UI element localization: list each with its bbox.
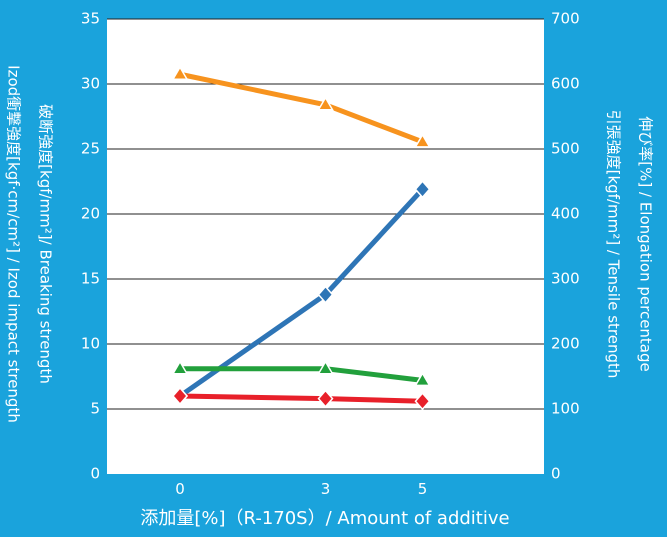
right-axis-ticks: 0 100 200 300 400 500 600 700 (551, 10, 580, 483)
right-axis-title-outer: 伸び率[%] / Elongation percentage (637, 116, 655, 371)
x-tick-label: 3 (321, 480, 331, 498)
left-tick-label: 20 (81, 205, 100, 223)
right-tick-label: 300 (551, 270, 580, 288)
grid (107, 18, 544, 410)
left-tick-label: 15 (81, 270, 100, 288)
left-axis-title-inner: 破断強度[kgf/mm²]/ Breaking strength (37, 104, 55, 384)
data-point (414, 133, 431, 148)
data-point (317, 389, 334, 408)
right-tick-label: 600 (551, 75, 580, 93)
x-axis-title: 添加量[%]（R-170S）/ Amount of additive (140, 508, 509, 529)
right-axis-title-outer-group: 伸び率[%] / Elongation percentage (637, 116, 655, 371)
x-tick-label: 5 (418, 480, 428, 498)
right-axis-title-inner-group: 引張強度[kgf/mm²] / Tensile strength (605, 110, 623, 379)
right-tick-label: 0 (551, 465, 561, 483)
left-tick-label: 10 (81, 335, 100, 353)
data-point (172, 386, 188, 406)
left-tick-label: 30 (81, 75, 100, 93)
data-point (317, 360, 334, 375)
left-axis-ticks: 0 5 10 15 20 25 30 35 (81, 10, 100, 483)
left-tick-label: 35 (81, 10, 100, 28)
data-point (414, 371, 431, 387)
left-axis-title-outer: Izod衝撃強度[kgf·cm/cm²] / Izod impact stren… (5, 65, 23, 423)
data-point (414, 180, 431, 199)
left-axis-title-outer-group: Izod衝撃強度[kgf·cm/cm²] / Izod impact stren… (5, 65, 23, 423)
x-tick-label: 0 (175, 480, 185, 498)
data-point (317, 285, 334, 304)
right-tick-label: 200 (551, 335, 580, 353)
left-tick-label: 0 (90, 465, 100, 483)
right-tick-label: 500 (551, 140, 580, 158)
right-tick-label: 100 (551, 400, 580, 418)
data-point (414, 392, 431, 411)
right-tick-label: 700 (551, 10, 580, 28)
right-tick-label: 400 (551, 205, 580, 223)
right-axis-title-inner: 引張強度[kgf/mm²] / Tensile strength (605, 110, 623, 379)
data-point (171, 360, 189, 375)
left-axis-title-inner-group: 破断強度[kgf/mm²]/ Breaking strength (37, 104, 55, 384)
data-point (171, 65, 189, 80)
x-axis-ticks: 0 3 5 (175, 480, 427, 498)
left-tick-label: 5 (90, 400, 100, 418)
data-point (317, 96, 334, 111)
marker-layer (171, 65, 431, 411)
left-tick-label: 25 (81, 140, 100, 158)
